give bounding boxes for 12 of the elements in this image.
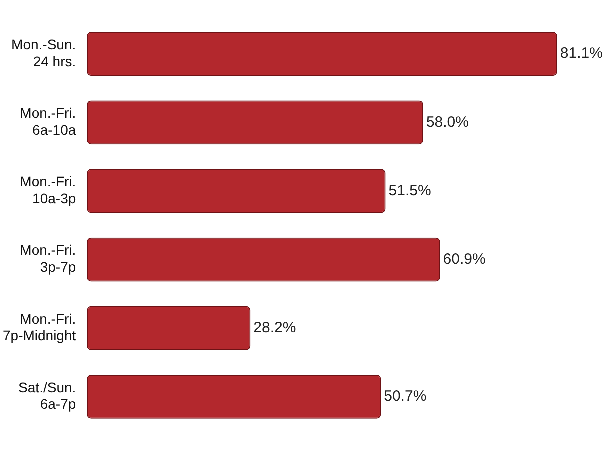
y-tick-label: Mon.-Sun. 24 hrs.: [12, 36, 76, 70]
y-tick-label: Mon.-Fri. 3p-7p: [20, 242, 76, 276]
data-label: 60.9%: [443, 250, 486, 268]
data-label: 58.0%: [426, 114, 469, 131]
data-label: 51.5%: [388, 182, 432, 200]
data-label: 28.2%: [254, 319, 296, 336]
y-tick-label: Mon.-Fri. 6a-10a: [20, 105, 76, 138]
data-label: 81.1%: [560, 45, 603, 62]
data-label: 50.7%: [384, 388, 427, 406]
y-tick-label: Mon.-Fri. 7p-Midnight: [2, 310, 76, 344]
y-tick-label: Sat./Sun. 6a-7p: [18, 379, 76, 412]
y-tick-label: Mon.-Fri. 10a-3p: [20, 174, 76, 206]
